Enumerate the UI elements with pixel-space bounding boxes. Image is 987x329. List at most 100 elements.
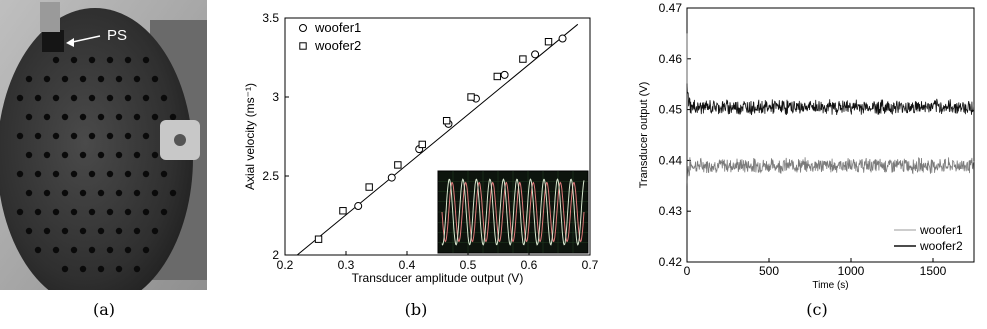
- woofer2-point: [519, 55, 527, 63]
- y-tick-label: 0.46: [659, 52, 683, 66]
- plate-hole: [106, 170, 114, 178]
- plate-hole: [133, 189, 141, 197]
- plate-hole: [169, 189, 177, 197]
- plate-hole: [115, 113, 123, 121]
- plate-hole: [43, 113, 51, 121]
- photo-panel: PS: [0, 0, 207, 308]
- plate-hole: [97, 189, 105, 197]
- plate-hole: [16, 170, 24, 178]
- plate-hole: [61, 75, 69, 83]
- plate-hole: [52, 246, 60, 254]
- y-tick-label: 2: [272, 248, 279, 262]
- plate-hole: [25, 189, 33, 197]
- plate-hole: [88, 170, 96, 178]
- y-axis-label: Transducer output (V): [638, 82, 650, 189]
- plate-hole: [97, 113, 105, 121]
- plate-hole: [70, 246, 78, 254]
- plate-hole: [88, 246, 96, 254]
- plate-hole: [106, 56, 114, 64]
- plate-hole: [88, 56, 96, 64]
- inset-trace: [441, 181, 585, 243]
- legend-label: woofer1: [314, 20, 361, 35]
- caption-c: (c): [806, 300, 828, 319]
- plate-hole: [61, 227, 69, 235]
- plate-hole: [34, 94, 42, 102]
- woofer2-point: [544, 38, 553, 46]
- x-tick-label: 0.4: [399, 258, 416, 272]
- woofer2-point: [418, 140, 426, 149]
- chart-c-svg: 0 500 1000 1500 0.42 0.43 0.44 0.45 0.46 0.47 Time…: [638, 1, 975, 291]
- plate-hole: [79, 151, 87, 159]
- y-tick-label: 3: [272, 90, 279, 104]
- y-tick-label: 0.42: [659, 255, 683, 269]
- plate-hole: [25, 75, 33, 83]
- pointer-label: PS: [107, 27, 127, 44]
- woofer2-point: [365, 183, 373, 191]
- plate-hole: [115, 75, 123, 83]
- plate-hole: [88, 94, 96, 102]
- woofer1-point: [500, 70, 509, 79]
- x-tick-label: 0: [684, 264, 691, 278]
- woofer2-point: [442, 117, 451, 125]
- woofer1-point: [531, 50, 540, 59]
- y-tick-label: 0.45: [659, 103, 683, 117]
- plate-hole: [115, 151, 123, 159]
- plate-hole: [43, 151, 51, 159]
- x-tick-label: 0.5: [460, 258, 477, 272]
- y-axis-label: Axial velocity (ms⁻¹): [243, 83, 257, 190]
- x-tick-label: 500: [759, 264, 779, 278]
- plate-hole: [25, 227, 33, 235]
- plate-hole: [151, 227, 159, 235]
- x-tick-label: 1500: [920, 264, 947, 278]
- plate-hole: [52, 132, 60, 140]
- woofer1-point: [558, 34, 567, 43]
- plate-hole: [160, 208, 168, 216]
- woofer2-point: [339, 207, 347, 215]
- plate-hole: [151, 75, 159, 83]
- plate-hole: [151, 189, 159, 197]
- plate-hole: [25, 113, 33, 121]
- legend-label: woofer2: [919, 239, 963, 253]
- plate-hole: [61, 189, 69, 197]
- plate-hole: [115, 189, 123, 197]
- speaker-photo: PS: [0, 0, 207, 308]
- y-tick-label: 3.5: [262, 11, 279, 25]
- x-tick-label: 0.2: [277, 258, 294, 272]
- plate-hole: [124, 132, 132, 140]
- plate-hole: [43, 227, 51, 235]
- woofer2-point: [467, 93, 475, 101]
- plate-hole: [16, 208, 24, 216]
- x-tick-label: 1000: [838, 264, 865, 278]
- bracket-bolt: [174, 134, 186, 146]
- caption-b: (b): [404, 300, 428, 319]
- plate-hole: [97, 227, 105, 235]
- plate-hole: [52, 94, 60, 102]
- woofer1-point: [387, 173, 396, 182]
- plate-hole: [97, 75, 105, 83]
- plate-hole: [160, 170, 168, 178]
- x-axis-label: Transducer amplitude output (V): [352, 271, 524, 285]
- plate-hole: [124, 56, 132, 64]
- plate-hole: [124, 208, 132, 216]
- plate-hole: [124, 246, 132, 254]
- plate-hole: [88, 208, 96, 216]
- plate-hole: [106, 132, 114, 140]
- plate-hole: [70, 56, 78, 64]
- plate-hole: [169, 113, 177, 121]
- plate-hole: [34, 132, 42, 140]
- chart-c: 0 500 1000 1500 0.42 0.43 0.44 0.45 0.46 0.47 Time…: [635, 0, 980, 291]
- chart-b-svg: 0.2 0.3 0.4 0.5 0.6 0.7 2 2.5 3 3.5 Transducer amp…: [243, 11, 599, 285]
- plate-hole: [43, 189, 51, 197]
- plate-hole: [124, 170, 132, 178]
- plate-hole: [142, 246, 150, 254]
- plate-hole: [52, 208, 60, 216]
- plate-hole: [133, 113, 141, 121]
- inset-trace: [441, 178, 585, 246]
- plate-hole: [133, 151, 141, 159]
- woofer2-point: [394, 161, 402, 169]
- x-axis-label: Time (s): [812, 280, 848, 290]
- plate-hole: [115, 265, 123, 273]
- plate-hole: [61, 265, 69, 273]
- pressure-sensor: [42, 30, 64, 52]
- y-tick-label: 0.44: [659, 153, 683, 167]
